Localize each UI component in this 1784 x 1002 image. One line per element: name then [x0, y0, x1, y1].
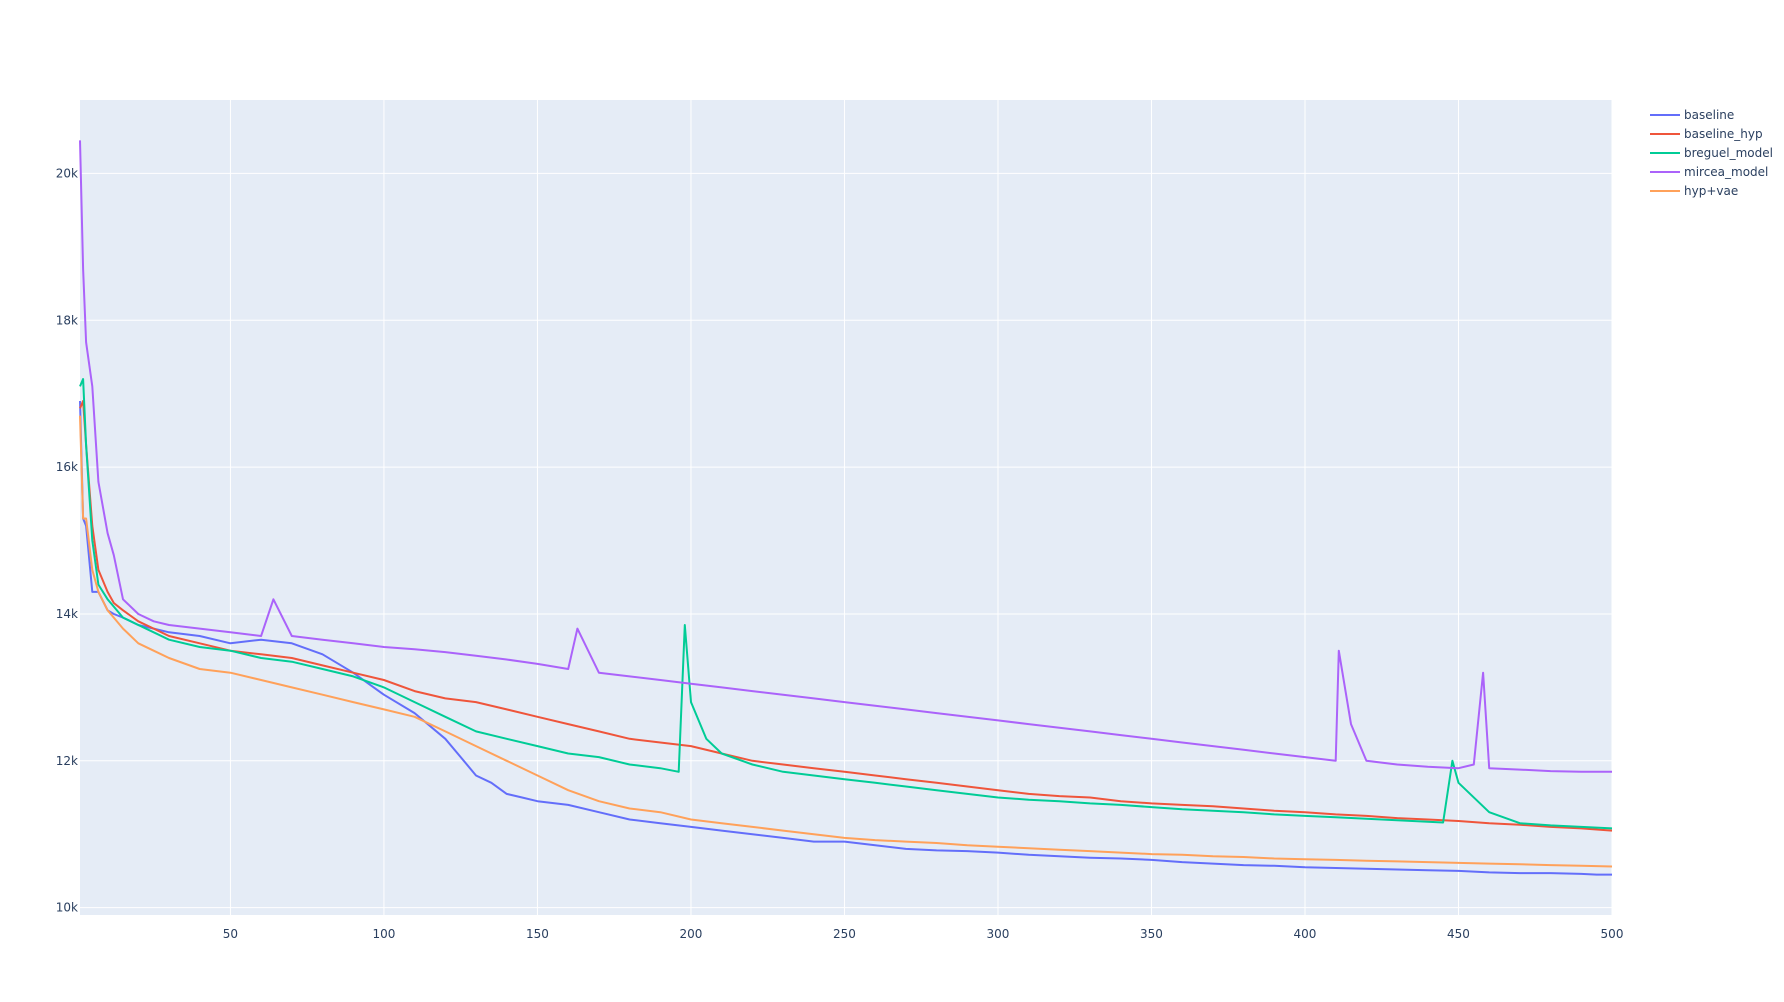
legend-item-baseline-hyp[interactable]: baseline_hyp: [1650, 127, 1763, 141]
x-tick-label: 300: [987, 927, 1010, 941]
plot-background: [80, 100, 1612, 915]
series-line-baseline-hyp: [79, 400, 1613, 832]
axis-labels: 50 100 150 200 250 300 350 400 450 500 10k 12k 14k 16…: [56, 166, 1624, 941]
y-tick-label: 12k: [56, 754, 78, 768]
series-line-breguel-model: [79, 378, 1613, 830]
legend-item-baseline[interactable]: baseline: [1650, 108, 1734, 122]
series-line-hyp-vae: [79, 415, 1613, 868]
x-tick-label: 250: [833, 927, 856, 941]
y-tick-label: 18k: [56, 313, 78, 327]
legend-label: baseline_hyp: [1684, 127, 1763, 141]
grid-lines: [80, 100, 1613, 915]
x-tick-label: 400: [1294, 927, 1317, 941]
x-tick-label: 500: [1601, 927, 1624, 941]
y-tick-label: 14k: [56, 607, 78, 621]
x-tick-label: 150: [526, 927, 549, 941]
x-tick-label: 200: [680, 927, 703, 941]
y-tick-label: 10k: [56, 901, 78, 915]
legend-label: mircea_model: [1684, 165, 1768, 179]
legend-label: baseline: [1684, 108, 1734, 122]
series-line-mircea-model: [79, 140, 1612, 773]
series-line-baseline: [79, 400, 1612, 876]
legend-label: hyp+vae: [1684, 184, 1738, 198]
legend[interactable]: baseline baseline_hyp breguel_model mircea_…: [1650, 108, 1773, 198]
legend-item-mircea-model[interactable]: mircea_model: [1650, 165, 1768, 179]
x-tick-label: 350: [1140, 927, 1163, 941]
legend-item-hyp-vae[interactable]: hyp+vae: [1650, 184, 1738, 198]
y-tick-label: 16k: [56, 460, 78, 474]
series-lines: [79, 140, 1613, 876]
x-tick-label: 450: [1447, 927, 1470, 941]
legend-item-breguel-model[interactable]: breguel_model: [1650, 146, 1773, 160]
x-tick-label: 100: [372, 927, 395, 941]
legend-label: breguel_model: [1684, 146, 1773, 160]
x-tick-label: 50: [223, 927, 238, 941]
y-tick-label: 20k: [56, 166, 78, 180]
